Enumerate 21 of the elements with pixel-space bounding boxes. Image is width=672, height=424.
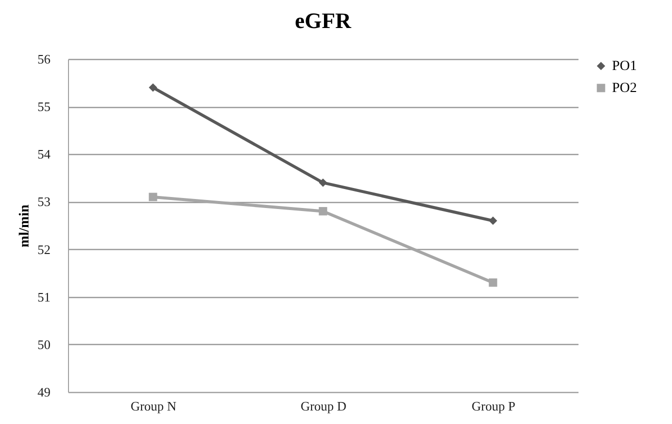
- point: [318, 207, 328, 216]
- y-tick-label: 55: [38, 99, 50, 114]
- y-tick-label: 52: [38, 242, 50, 257]
- point: [148, 192, 158, 202]
- y-tick-label: 54: [38, 146, 51, 162]
- x-tick-label: Group P: [472, 398, 516, 414]
- y-tick-label: 56: [38, 52, 51, 66]
- y-tick-label: 49: [38, 384, 50, 400]
- y-axis-title: ml/min: [18, 204, 32, 248]
- point: [148, 83, 158, 92]
- point: [318, 178, 328, 187]
- y-tick-label: 50: [38, 336, 50, 352]
- legend-label: PO1: [612, 59, 637, 74]
- chart-title: eGFR: [294, 8, 352, 33]
- y-tick-label: 51: [38, 289, 50, 304]
- legend-label: PO2: [612, 81, 637, 96]
- x-tick-label: Group D: [300, 398, 346, 414]
- x-tick-label: Group N: [130, 398, 178, 414]
- point: [488, 216, 498, 225]
- y-tick-label: 53: [38, 194, 50, 210]
- point: [488, 278, 498, 287]
